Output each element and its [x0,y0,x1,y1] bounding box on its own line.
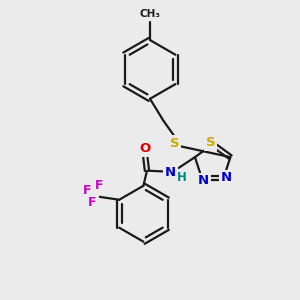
Text: F: F [95,178,104,192]
Text: S: S [170,137,180,150]
Text: F: F [87,196,96,209]
Text: F: F [83,184,92,197]
Text: N: N [221,172,232,184]
Text: CH₃: CH₃ [140,9,160,19]
Text: H: H [177,171,187,184]
Text: N: N [165,166,176,179]
Text: S: S [206,136,216,149]
Text: N: N [198,174,209,187]
Text: O: O [140,142,151,155]
